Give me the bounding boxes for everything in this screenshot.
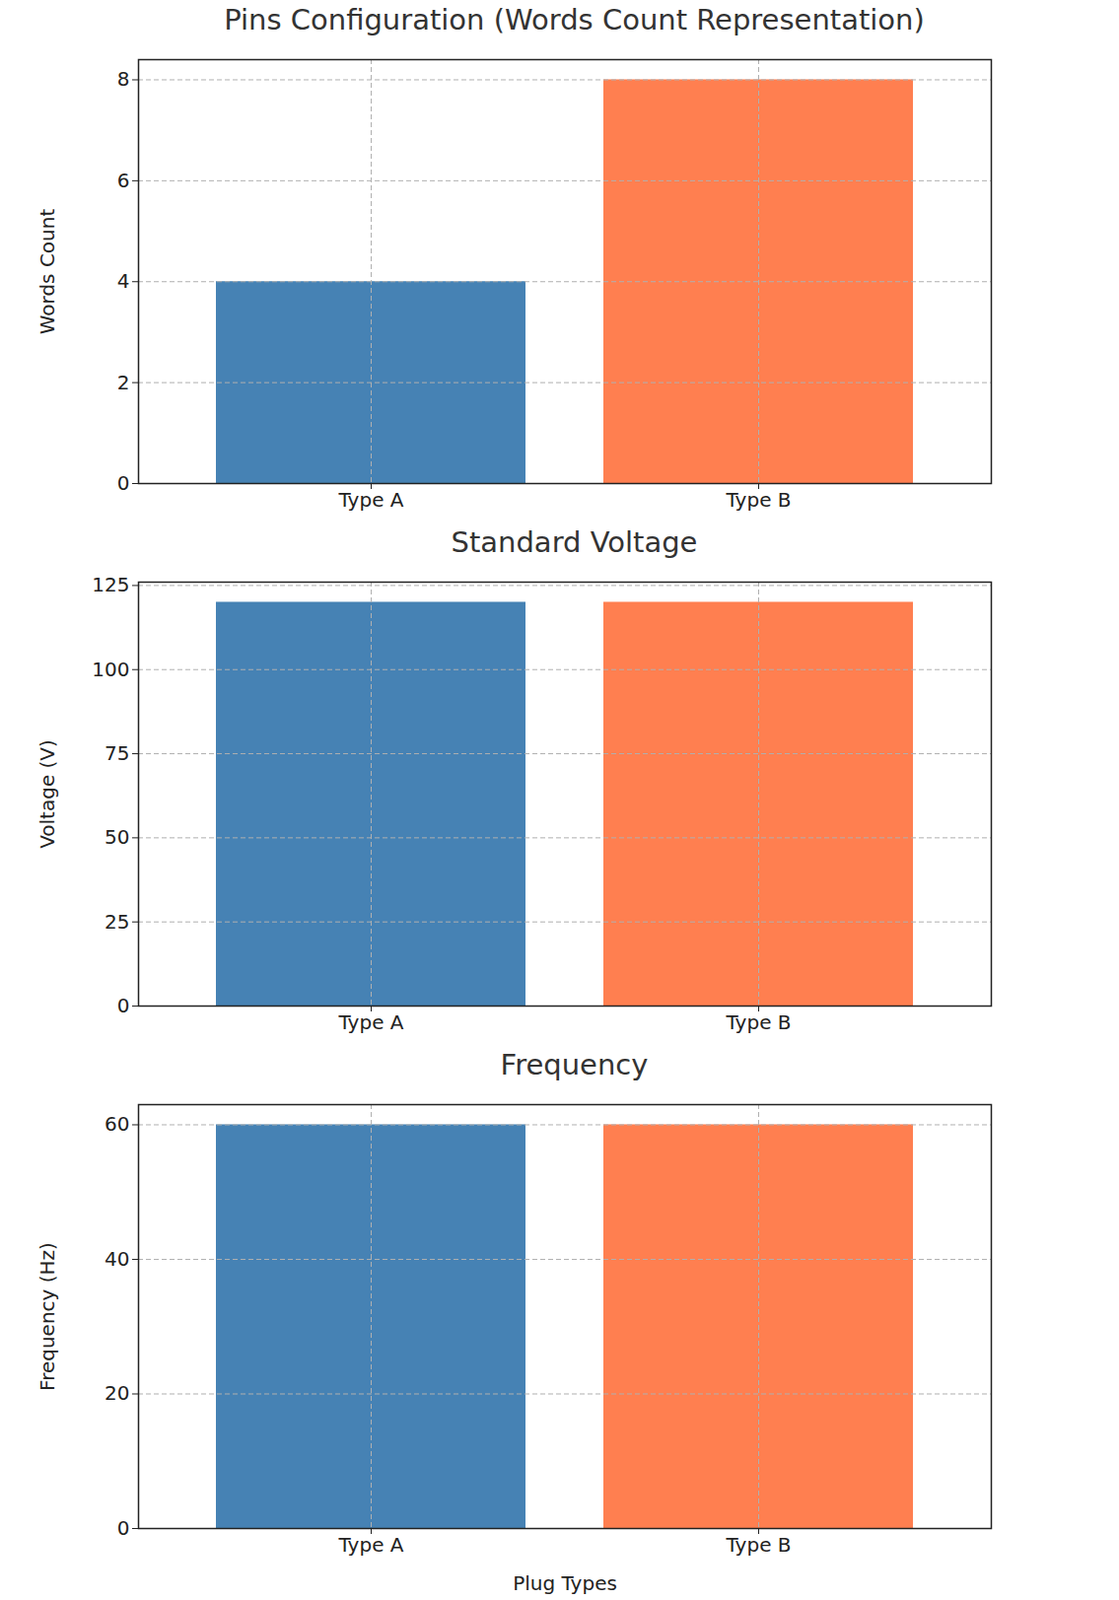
svg-text:0: 0 (117, 471, 131, 495)
svg-text:125: 125 (91, 572, 130, 597)
svg-text:Voltage (V): Voltage (V) (35, 739, 60, 849)
svg-text:Type B: Type B (724, 1533, 791, 1557)
svg-text:40: 40 (104, 1247, 130, 1271)
svg-text:Type B: Type B (724, 1010, 791, 1035)
svg-text:Type B: Type B (724, 488, 791, 512)
svg-text:100: 100 (91, 657, 130, 682)
svg-text:Plug Types: Plug Types (512, 1571, 618, 1596)
svg-text:Type A: Type A (338, 488, 405, 512)
svg-text:Type A: Type A (338, 1533, 405, 1557)
svg-text:Type A: Type A (338, 1010, 405, 1035)
svg-text:Words Count: Words Count (35, 209, 60, 336)
html-text:Frequency: Frequency (500, 1048, 649, 1082)
svg-text:25: 25 (104, 909, 130, 934)
svg-text:50: 50 (104, 825, 130, 849)
svg-text:0: 0 (117, 993, 131, 1018)
svg-text:4: 4 (117, 269, 131, 293)
html-text:Pins Configuration (Words Coun: Pins Configuration (Words Count Represen… (223, 2, 925, 37)
svg-text:20: 20 (104, 1381, 130, 1405)
svg-text:60: 60 (104, 1112, 130, 1136)
svg-text:2: 2 (117, 370, 131, 395)
html-text:Standard Voltage: Standard Voltage (451, 525, 698, 560)
svg-text:6: 6 (117, 168, 131, 193)
svg-text:75: 75 (104, 741, 130, 766)
svg-text:8: 8 (117, 67, 131, 91)
svg-text:Frequency (Hz): Frequency (Hz) (35, 1242, 60, 1392)
svg-text:0: 0 (117, 1516, 131, 1540)
